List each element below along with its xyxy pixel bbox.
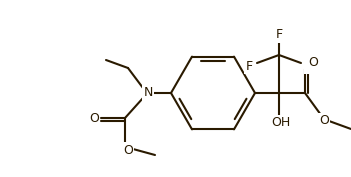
Text: F: F: [245, 59, 253, 73]
Text: O: O: [308, 56, 318, 70]
Text: N: N: [143, 87, 153, 99]
Text: F: F: [276, 28, 283, 41]
Text: O: O: [123, 144, 133, 156]
Text: O: O: [319, 115, 329, 127]
Text: F: F: [305, 59, 312, 73]
Text: O: O: [89, 113, 99, 125]
Text: OH: OH: [271, 116, 291, 130]
